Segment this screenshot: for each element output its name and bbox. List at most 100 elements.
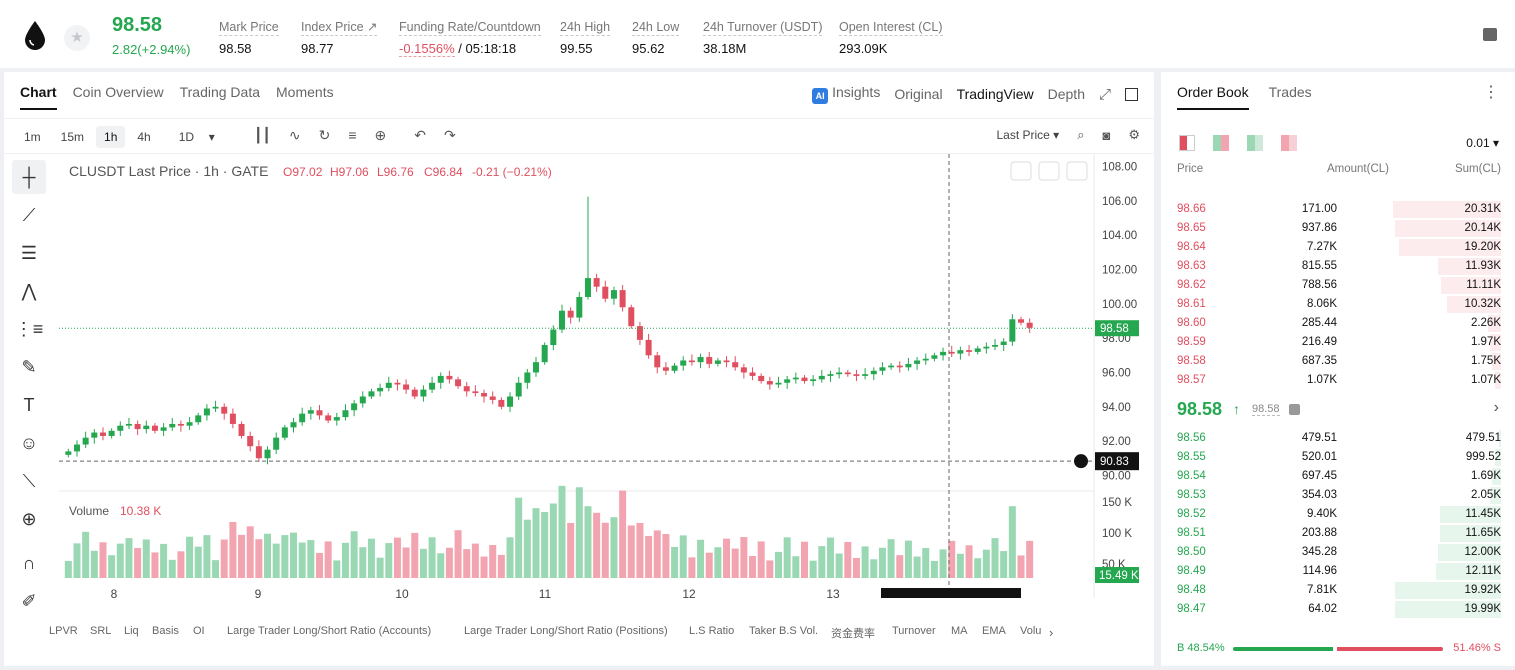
undo-icon[interactable]: ↶ — [414, 127, 426, 143]
bid-row[interactable]: 98.54 697.45 1.69K — [1177, 467, 1501, 486]
gear-icon[interactable]: ⚙ — [1128, 127, 1140, 142]
horizontal-lines-icon[interactable]: ☰ — [20, 242, 38, 263]
price-chart[interactable]: 108.00106.00104.00102.00100.0098.0096.00… — [59, 154, 1154, 598]
text-tool-icon[interactable]: T — [23, 394, 35, 415]
indicator-volume[interactable]: Volu — [1020, 625, 1042, 637]
search-icon[interactable]: ⌕ — [1077, 127, 1085, 142]
tab-depth[interactable]: Depth — [1047, 86, 1085, 102]
candle — [896, 365, 903, 368]
volume-bar — [454, 530, 462, 578]
pencil-lock-icon[interactable]: ✐ — [21, 590, 37, 611]
indicator-ls-ratio[interactable]: L.S Ratio — [689, 625, 735, 637]
indicator-lpvr[interactable]: LPVR — [49, 625, 78, 637]
indicator-ema[interactable]: EMA — [982, 625, 1006, 637]
bid-row[interactable]: 98.50 345.28 12.00K — [1177, 543, 1501, 562]
bid-row[interactable]: 98.48 7.81K 19.92K — [1177, 581, 1501, 600]
reset-icon[interactable] — [1066, 161, 1088, 181]
template-icon[interactable]: ≡ — [348, 127, 357, 143]
tab-insights[interactable]: AI Insights — [812, 84, 880, 104]
candles-icon[interactable]: ┃┃ — [254, 127, 271, 143]
ask-row[interactable]: 98.61 8.06K 10.32K — [1177, 295, 1501, 314]
zoom-in-icon[interactable]: ⊕ — [21, 508, 37, 529]
ask-row[interactable]: 98.62 788.56 11.11K — [1177, 276, 1501, 295]
bid-row[interactable]: 98.47 64.02 19.99K — [1177, 600, 1501, 619]
ask-row[interactable]: 98.58 687.35 1.75K — [1177, 352, 1501, 371]
replay-icon[interactable]: ↻ — [318, 127, 331, 143]
bid-row[interactable]: 98.56 479.51 479.51 — [1177, 429, 1501, 448]
indicator-srl[interactable]: SRL — [90, 625, 112, 637]
indicator-basis[interactable]: Basis — [152, 625, 179, 637]
indicator-funding-rate[interactable]: 资金费率 — [831, 628, 875, 640]
trendline-tool-icon[interactable]: ⟋ — [22, 204, 36, 225]
indicator-ltlsr-positions[interactable]: Large Trader Long/Short Ratio (Positions… — [464, 625, 668, 637]
bid-row[interactable]: 98.53 354.03 2.05K — [1177, 486, 1501, 505]
tab-tradingview[interactable]: TradingView — [956, 86, 1034, 102]
tab-trades[interactable]: Trades — [1268, 84, 1312, 100]
stat-index-price[interactable]: Index Price ↗ 98.77 — [301, 20, 378, 56]
layout-split-icon[interactable] — [1213, 135, 1229, 151]
candle — [706, 357, 713, 364]
indicator-oi[interactable]: OI — [193, 625, 205, 637]
tab-order-book[interactable]: Order Book — [1177, 84, 1249, 110]
tab-coin-overview[interactable]: Coin Overview — [72, 84, 164, 100]
expand-icon[interactable]: ⤢ — [1098, 85, 1111, 103]
volume-bar — [350, 531, 358, 578]
layout-both-icon[interactable] — [1179, 135, 1195, 151]
ask-row[interactable]: 98.64 7.27K 19.20K — [1177, 238, 1501, 257]
layout-bids-icon[interactable] — [1247, 135, 1263, 151]
ask-row[interactable]: 98.66 171.00 20.31K — [1177, 200, 1501, 219]
candle — [65, 451, 72, 455]
bid-row[interactable]: 98.49 114.96 12.11K — [1177, 562, 1501, 581]
ask-row[interactable]: 98.60 285.44 2.26K — [1177, 314, 1501, 333]
interval-4h[interactable]: 4h — [137, 130, 151, 144]
ruler-tool-icon[interactable]: ⟍ — [22, 470, 36, 491]
interval-1h[interactable]: 1h — [96, 126, 126, 148]
fib-tool-icon[interactable]: ⋮≡ — [14, 318, 44, 339]
ask-row[interactable]: 98.59 216.49 1.97K — [1177, 333, 1501, 352]
stat-funding-rate: Funding Rate/Countdown -0.1556% / 05:18:1… — [399, 20, 541, 57]
interval-1d[interactable]: 1D ▾ — [178, 130, 215, 144]
magnet-icon[interactable]: ∩ — [22, 552, 36, 573]
layout-asks-icon[interactable] — [1281, 135, 1297, 151]
tab-moments[interactable]: Moments — [276, 84, 334, 100]
volume-bar — [723, 538, 731, 578]
bid-row[interactable]: 98.52 9.40K 11.45K — [1177, 505, 1501, 524]
price-type-select[interactable]: Last Price ▾ — [996, 128, 1060, 142]
add-order-plus-icon[interactable] — [1074, 454, 1088, 469]
ask-row[interactable]: 98.65 937.86 20.14K — [1177, 219, 1501, 238]
favorite-star-icon[interactable]: ★ — [64, 25, 90, 51]
indicator-taker-bs[interactable]: Taker B.S Vol. — [749, 625, 819, 637]
indicator-turnover[interactable]: Turnover — [892, 625, 936, 637]
crosshair-tool-icon[interactable]: ┼ — [12, 160, 46, 194]
ask-row[interactable]: 98.57 1.07K 1.07K — [1177, 371, 1501, 390]
pattern-tool-icon[interactable]: ⋀ — [21, 280, 37, 301]
indicator-liq[interactable]: Liq — [124, 625, 139, 637]
ask-row[interactable]: 98.63 815.55 11.93K — [1177, 257, 1501, 276]
row-amount: 479.51 — [1301, 432, 1337, 444]
chevron-right-icon[interactable]: › — [1049, 625, 1054, 640]
scroll-down-icon[interactable] — [1010, 161, 1032, 181]
camera-icon[interactable]: ◙ — [1102, 127, 1111, 143]
tab-original[interactable]: Original — [894, 86, 943, 102]
tab-chart[interactable]: Chart — [20, 84, 57, 110]
emoji-tool-icon[interactable]: ☺ — [19, 432, 39, 453]
indicator-ma[interactable]: MA — [951, 625, 968, 637]
interval-1m[interactable]: 1m — [24, 130, 41, 144]
add-alert-icon[interactable]: ⊕ — [374, 127, 387, 143]
chevron-right-icon[interactable]: › — [1493, 399, 1499, 416]
window-icon[interactable] — [1125, 87, 1138, 101]
brush-tool-icon[interactable]: ✎ — [21, 356, 37, 377]
tick-size-select[interactable]: 0.01 ▾ — [1466, 136, 1499, 150]
interval-15m[interactable]: 15m — [60, 130, 85, 144]
book-icon[interactable] — [1483, 28, 1497, 41]
bid-row[interactable]: 98.51 203.88 11.65K — [1177, 524, 1501, 543]
indicator-icon[interactable]: ∿ — [288, 127, 301, 143]
collapse-icon[interactable] — [1038, 161, 1060, 181]
candle — [160, 427, 167, 431]
indicator-ltlsr-accounts[interactable]: Large Trader Long/Short Ratio (Accounts) — [227, 625, 432, 637]
more-icon[interactable]: ⋮ — [1483, 84, 1499, 101]
mid-price-row[interactable]: 98.58 ↑ 98.58 › — [1177, 399, 1501, 423]
redo-icon[interactable]: ↷ — [443, 127, 456, 143]
bid-row[interactable]: 98.55 520.01 999.52 — [1177, 448, 1501, 467]
tab-trading-data[interactable]: Trading Data — [179, 84, 261, 100]
